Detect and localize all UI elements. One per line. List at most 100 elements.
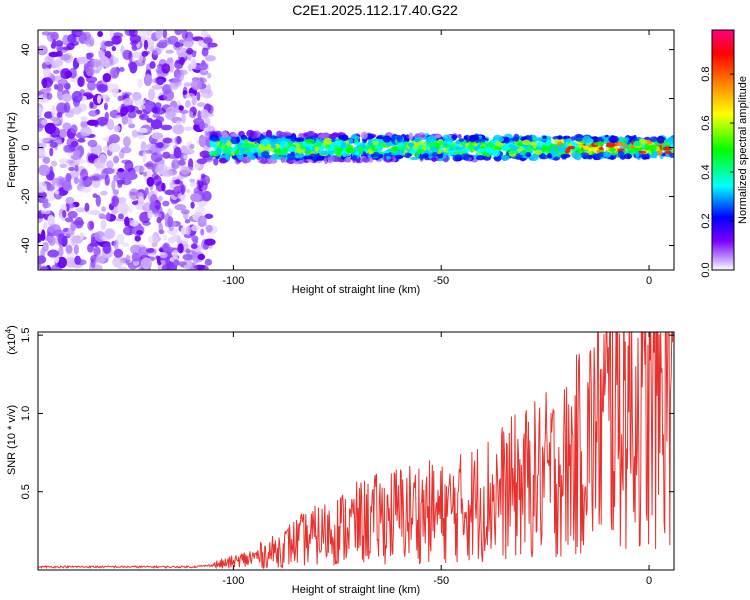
heatmap-cell [417, 141, 427, 146]
heatmap-cell [104, 174, 110, 186]
heatmap-cell [183, 258, 193, 270]
heatmap-cell [174, 60, 184, 70]
heatmap-cell [451, 134, 458, 140]
heatmap-cell [62, 46, 72, 51]
heatmap-cell [148, 235, 159, 244]
heatmap-cell [95, 194, 101, 207]
heatmap-cell [260, 139, 271, 146]
heatmap-cell [50, 264, 63, 270]
heatmap-cell [153, 212, 163, 218]
heatmap-cell [77, 138, 86, 143]
heatmap-cell [204, 258, 213, 266]
heatmap-cell [38, 164, 50, 176]
heatmap-cell [154, 102, 162, 109]
heatmap-cell [204, 131, 210, 140]
heatmap-cell [666, 137, 672, 143]
heatmap-cell [38, 181, 47, 193]
heatmap-cell [68, 144, 77, 152]
snr-x-tick-label: -50 [433, 575, 449, 587]
heatmap-cell [115, 217, 126, 222]
heatmap-cell [42, 93, 47, 99]
heatmap-cell [246, 129, 255, 138]
heatmap-cell [39, 142, 47, 149]
heatmap-cell [60, 53, 71, 61]
heatmap-cell [592, 146, 598, 152]
heatmap-cell [197, 253, 206, 261]
heatmap-cell [191, 79, 203, 91]
heatmap-cell [565, 138, 572, 142]
heatmap-cell [112, 189, 119, 195]
heatmap-cell [102, 145, 109, 152]
heatmap-cell [96, 116, 109, 126]
heatmap-cell [327, 156, 335, 161]
heatmap-cell [190, 201, 195, 209]
heatmap-cell [42, 67, 52, 78]
heatmap-cell [162, 234, 168, 241]
heatmap-cell [183, 126, 194, 131]
heatmap-cell [73, 244, 79, 255]
heatmap-cell [176, 120, 182, 126]
heatmap-cell [113, 174, 119, 182]
heatmap-cell [412, 137, 423, 142]
heatmap-cell [557, 135, 563, 140]
heatmap-cell [597, 140, 605, 147]
heatmap-cell [168, 62, 175, 73]
heatmap-cell [376, 136, 385, 140]
spectrogram-y-tick-label: -40 [20, 238, 32, 254]
heatmap-cell [427, 141, 438, 149]
heatmap-cell [174, 204, 187, 211]
heatmap-cell [62, 180, 72, 191]
heatmap-cell [113, 125, 121, 133]
heatmap-cell [319, 132, 330, 139]
heatmap-cell [138, 127, 148, 134]
heatmap-cell [545, 139, 551, 147]
heatmap-cell [664, 150, 672, 155]
heatmap-cell [44, 190, 57, 202]
colorbar: 0.0 0.2 0.4 0.6 0.8 Normalized spectral ampl… [700, 29, 749, 278]
heatmap-cell [71, 90, 83, 103]
heatmap-cell [190, 58, 197, 70]
heatmap-cell [226, 140, 233, 147]
heatmap-cell [138, 30, 151, 39]
heatmap-cell [209, 141, 218, 146]
heatmap-cell [189, 111, 194, 118]
spectrogram-y-axis-title: Frequency (Hz) [6, 112, 18, 188]
heatmap-cell [49, 116, 61, 121]
heatmap-cell [49, 141, 58, 148]
heatmap-cell [119, 67, 125, 72]
spectrogram-frame [37, 29, 675, 271]
heatmap-cell [157, 206, 163, 214]
heatmap-cell [134, 235, 141, 242]
snr-scale-suffix: ) [6, 325, 18, 329]
heatmap-cell [180, 226, 187, 236]
heatmap-cell [236, 152, 244, 159]
heatmap-cell [113, 248, 124, 258]
heatmap-cell [167, 216, 174, 228]
heatmap-cell [204, 238, 216, 246]
heatmap-cell [189, 178, 196, 184]
heatmap-cell [134, 166, 147, 173]
heatmap-cell [150, 119, 163, 130]
heatmap-cell [575, 152, 582, 161]
spectrogram-y-tick-label: 20 [20, 92, 32, 104]
heatmap-cell [176, 135, 182, 145]
heatmap-cell [360, 131, 368, 140]
heatmap-cell [40, 209, 51, 215]
heatmap-cell [106, 160, 114, 169]
heatmap-cell [71, 106, 82, 115]
heatmap-cell [46, 31, 56, 42]
heatmap-cell [58, 246, 64, 257]
heatmap-cell [525, 152, 532, 158]
heatmap-cell [624, 153, 632, 160]
heatmap-cell [522, 139, 531, 145]
spectrogram-y-tick-label: 40 [20, 43, 32, 55]
heatmap-cell [87, 220, 95, 231]
snr-x-tick-label: -100 [222, 575, 244, 587]
heatmap-cell [378, 153, 384, 158]
heatmap-cell [135, 109, 143, 115]
heatmap-cell [113, 239, 119, 250]
heatmap-cell [189, 182, 198, 188]
heatmap-cell [366, 145, 372, 149]
heatmap-cell [116, 114, 122, 120]
heatmap-cell [255, 143, 260, 147]
